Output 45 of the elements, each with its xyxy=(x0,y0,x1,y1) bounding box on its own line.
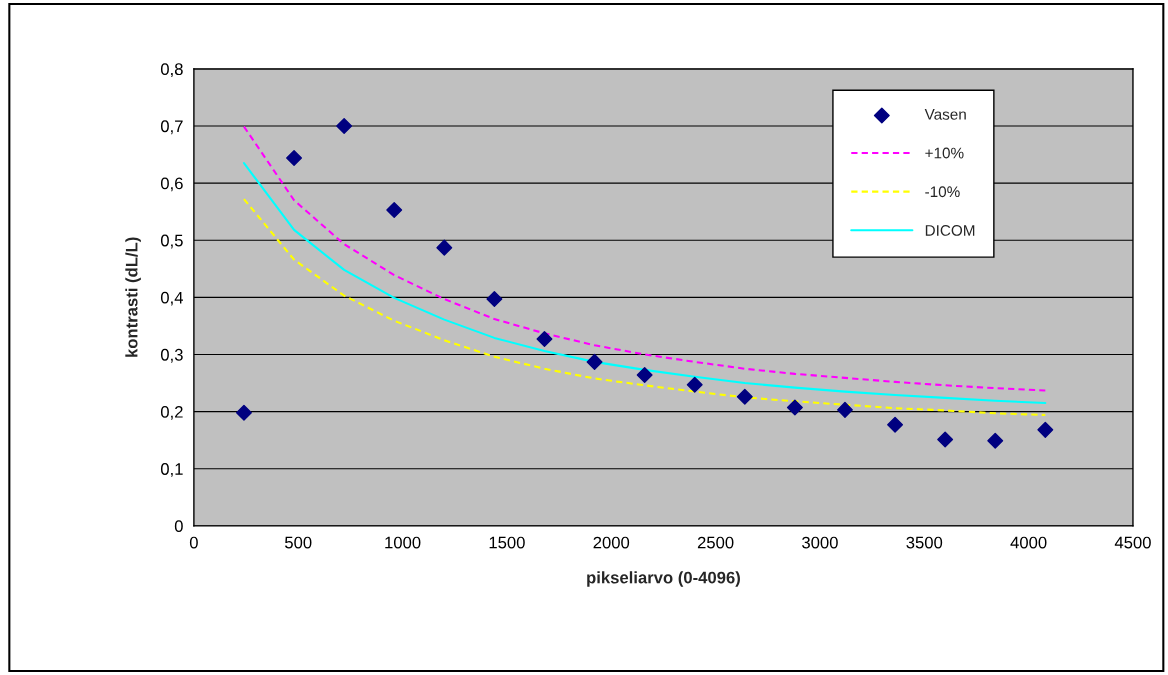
x-axis-title: pikseliarvo (0-4096) xyxy=(587,571,740,587)
x-tick-label: 1500 xyxy=(489,536,525,549)
y-tick-label: 0,3 xyxy=(160,348,183,363)
point xyxy=(235,404,252,421)
x-tick-label: 4000 xyxy=(1010,536,1047,549)
point xyxy=(586,353,603,370)
line-series xyxy=(242,162,1047,405)
y-tick-label: 0,6 xyxy=(160,177,183,192)
point xyxy=(336,117,353,134)
y-tick-label: 0,1 xyxy=(160,463,183,477)
point xyxy=(736,388,753,405)
y-tick-label: 0,2 xyxy=(160,405,183,420)
x-tick-label: 1000 xyxy=(385,536,421,549)
point xyxy=(486,291,503,308)
y-tick-label: 0,7 xyxy=(160,120,183,135)
y-tick-label: 0,4 xyxy=(160,291,183,306)
point xyxy=(686,376,703,393)
line-series xyxy=(242,125,1047,392)
legend-label: Vasen xyxy=(924,109,966,120)
y-tick-label: 0,5 xyxy=(160,234,183,249)
point xyxy=(887,416,904,433)
line-series xyxy=(242,198,1047,417)
point xyxy=(386,201,403,218)
x-tick-label: 500 xyxy=(284,536,312,549)
x-tick-label: 0 xyxy=(189,536,198,549)
point xyxy=(636,367,653,384)
point xyxy=(937,431,954,448)
point xyxy=(436,239,453,256)
y-axis-title: kontrasti (dL/L) xyxy=(125,237,141,357)
legend-label: DICOM xyxy=(925,224,975,236)
point xyxy=(1037,421,1054,438)
point xyxy=(536,331,553,348)
legend-label: +10% xyxy=(925,147,964,159)
point xyxy=(786,399,803,416)
y-tick-label: 0,8 xyxy=(160,63,183,78)
point xyxy=(987,432,1004,449)
x-tick-label: 3500 xyxy=(906,536,943,549)
x-tick-label: 4500 xyxy=(1114,536,1151,549)
x-tick-label: 2000 xyxy=(593,536,630,549)
y-tick-label: 0 xyxy=(174,520,183,533)
point xyxy=(286,149,303,166)
x-tick-label: 3000 xyxy=(802,536,838,549)
point xyxy=(836,401,853,418)
x-tick-label: 2500 xyxy=(697,536,734,549)
legend-label: -10% xyxy=(925,186,960,198)
